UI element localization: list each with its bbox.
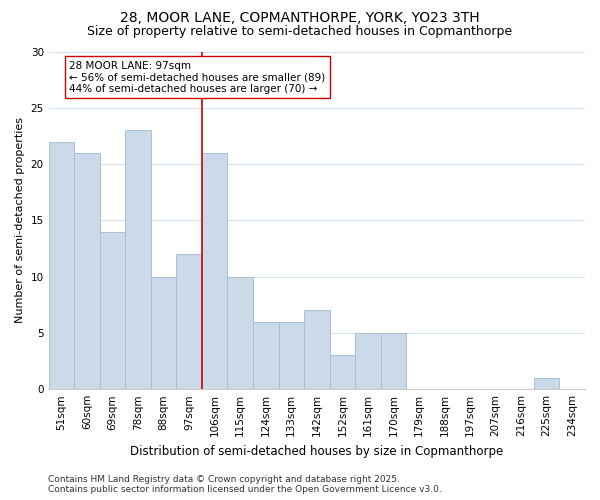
Y-axis label: Number of semi-detached properties: Number of semi-detached properties [15,118,25,324]
Bar [125,130,151,389]
Bar [304,310,329,389]
Bar [534,378,559,389]
Text: Size of property relative to semi-detached houses in Copmanthorpe: Size of property relative to semi-detach… [88,25,512,38]
Bar [329,356,355,389]
Bar [227,276,253,389]
Bar [202,153,227,389]
Bar [100,232,125,389]
Bar [74,153,100,389]
Bar [278,322,304,389]
Bar [49,142,74,389]
Bar [151,276,176,389]
Bar [176,254,202,389]
X-axis label: Distribution of semi-detached houses by size in Copmanthorpe: Distribution of semi-detached houses by … [130,444,503,458]
Text: 28, MOOR LANE, COPMANTHORPE, YORK, YO23 3TH: 28, MOOR LANE, COPMANTHORPE, YORK, YO23 … [120,12,480,26]
Text: Contains HM Land Registry data © Crown copyright and database right 2025.
Contai: Contains HM Land Registry data © Crown c… [48,474,442,494]
Bar [380,333,406,389]
Text: 28 MOOR LANE: 97sqm
← 56% of semi-detached houses are smaller (89)
44% of semi-d: 28 MOOR LANE: 97sqm ← 56% of semi-detach… [69,60,325,94]
Bar [253,322,278,389]
Bar [355,333,380,389]
